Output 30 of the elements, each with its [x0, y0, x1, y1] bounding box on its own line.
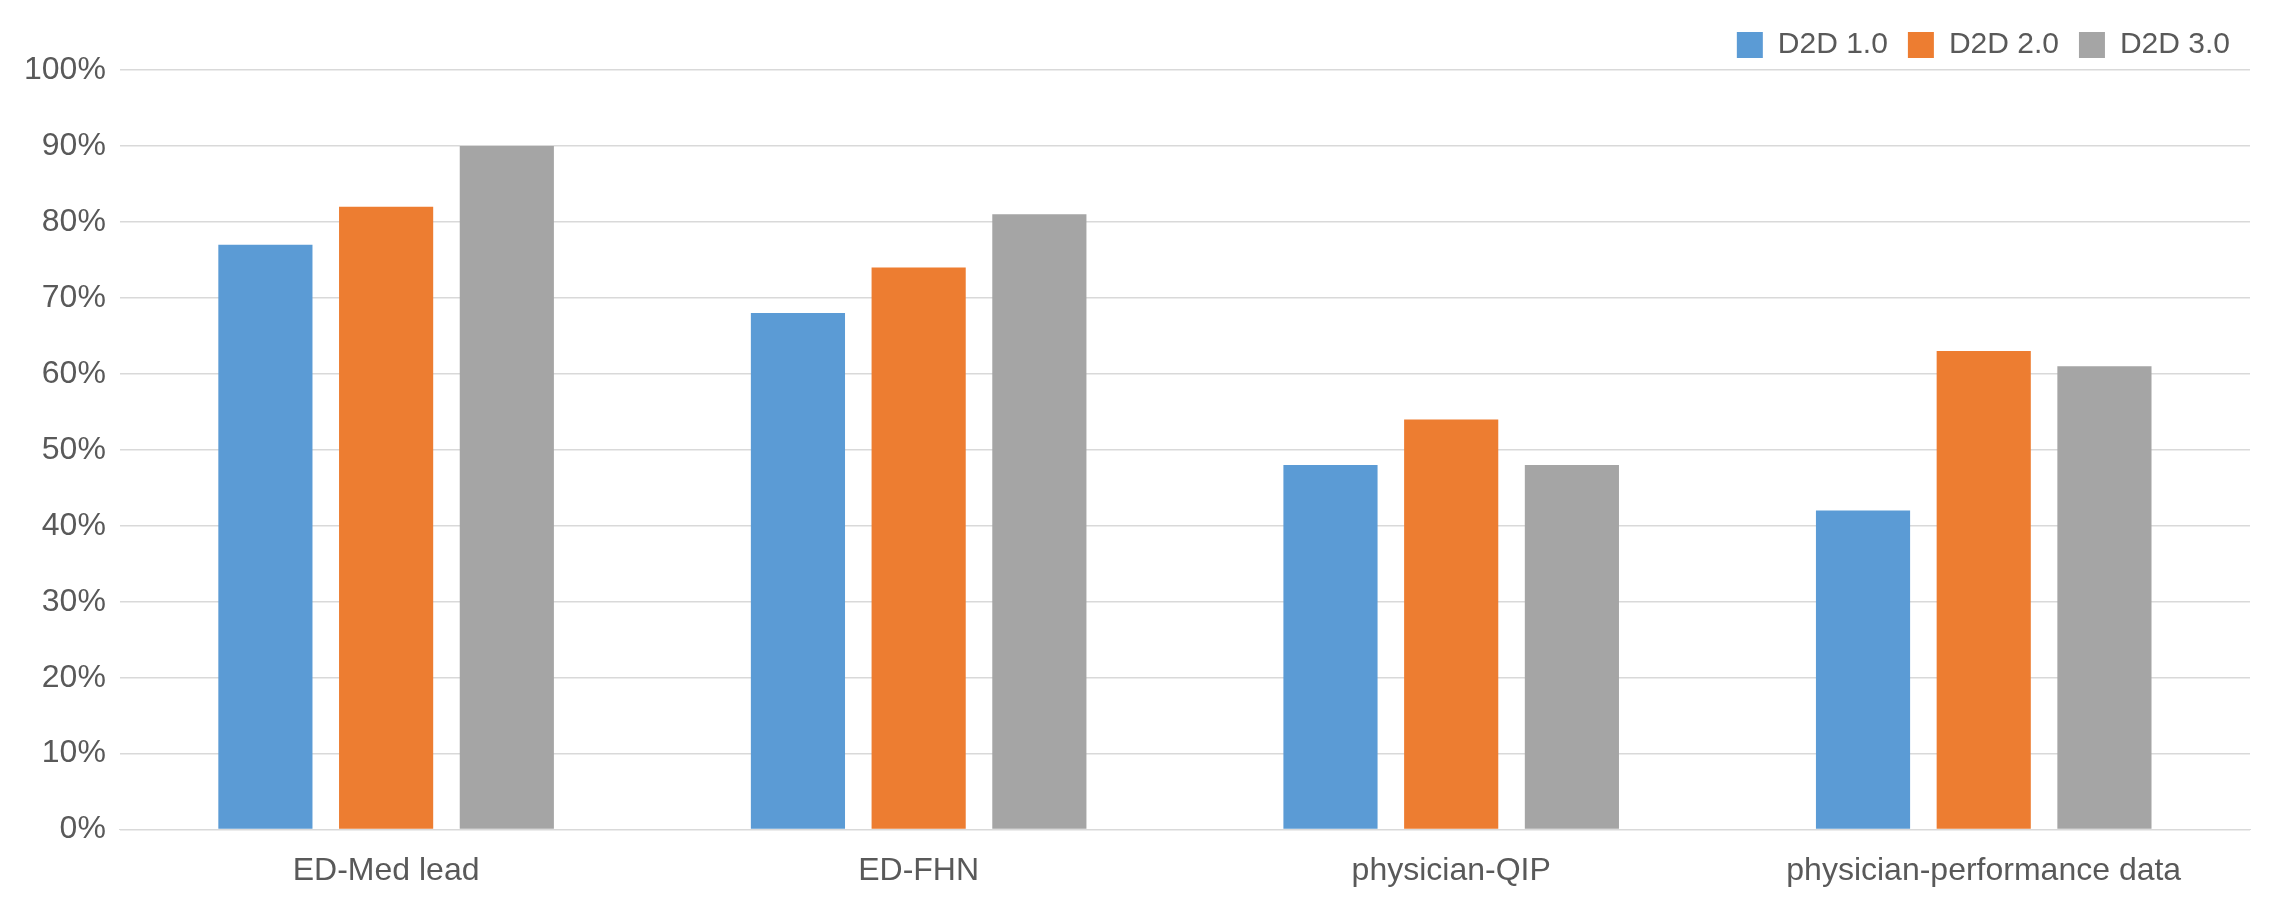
bar [1283, 464, 1378, 829]
legend-label: D2D 2.0 [1948, 26, 2059, 60]
y-tick-label: 30% [41, 581, 106, 618]
bar [1524, 464, 1619, 829]
y-tick-label: 70% [41, 277, 106, 314]
x-tick-label: physician-performance data [1786, 850, 2182, 887]
y-tick-label: 0% [59, 809, 106, 846]
x-tick-label: physician-QIP [1351, 850, 1551, 887]
bar [1815, 510, 1911, 829]
x-tick-label: ED-FHN [858, 850, 980, 887]
y-tick-label: 40% [41, 505, 106, 542]
bar [992, 214, 1087, 829]
legend-label: D2D 3.0 [2119, 26, 2231, 60]
bar [218, 244, 313, 829]
bar [1404, 419, 1499, 829]
y-tick-label: 60% [41, 353, 106, 390]
y-tick-label: 100% [24, 49, 106, 86]
bar [750, 313, 846, 829]
bar [339, 206, 434, 829]
y-tick-label: 90% [41, 125, 106, 162]
y-tick-label: 10% [41, 733, 106, 770]
bar [1936, 351, 2031, 829]
bar [2057, 366, 2152, 829]
bar [459, 145, 554, 829]
bar [871, 267, 966, 829]
y-tick-label: 80% [41, 201, 106, 238]
y-tick-label: 50% [41, 429, 106, 466]
x-tick-label: ED-Med lead [292, 850, 480, 887]
y-tick-label: 20% [41, 657, 106, 694]
legend-label: D2D 1.0 [1777, 26, 1888, 60]
